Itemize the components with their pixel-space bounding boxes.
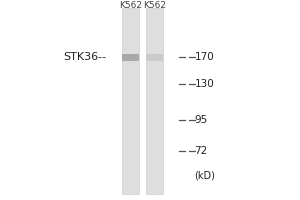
- Bar: [122, 53, 139, 60]
- Bar: [146, 53, 163, 60]
- Text: 130: 130: [194, 79, 214, 89]
- Text: STK36--: STK36--: [63, 52, 106, 62]
- Bar: [146, 8, 163, 194]
- Text: K562: K562: [143, 0, 166, 9]
- Text: K562: K562: [119, 0, 142, 9]
- Text: (kD): (kD): [194, 170, 215, 180]
- Text: 170: 170: [194, 52, 214, 62]
- Bar: [122, 8, 139, 194]
- Text: 95: 95: [194, 115, 208, 125]
- Text: 72: 72: [194, 146, 208, 156]
